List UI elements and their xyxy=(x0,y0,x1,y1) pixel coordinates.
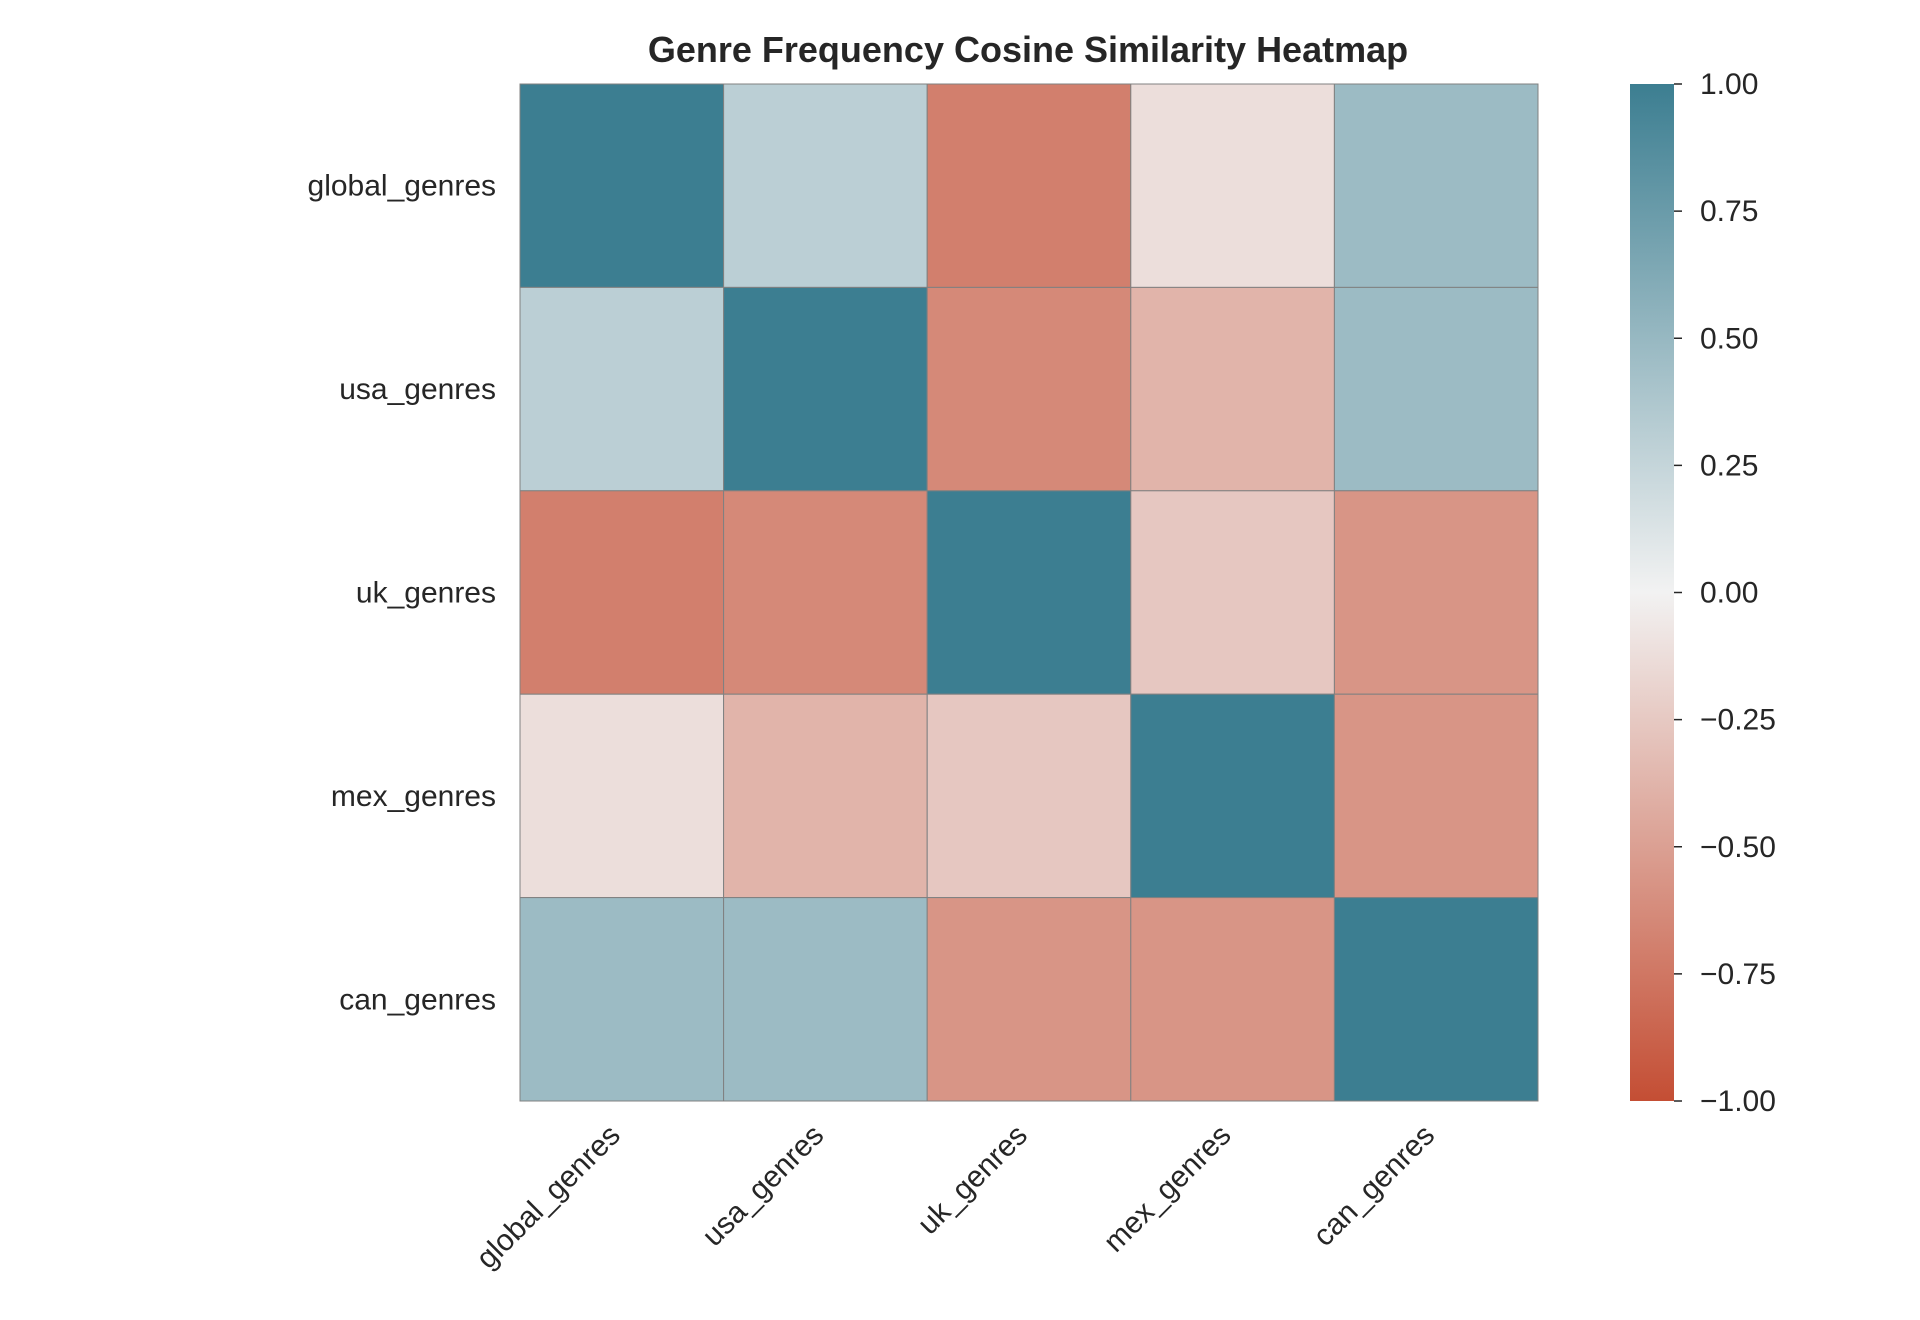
colorbar-tick-label: 0.75 xyxy=(1700,195,1758,228)
colorbar-ticks: 1.00 0.75 0.50 0.25 0.00 −0.25 −0.50 −0.75 −1.00 xyxy=(1674,68,1776,1118)
chart-title: Genre Frequency Cosine Similarity Heatma… xyxy=(648,29,1408,70)
colorbar-tick-label: 0.25 xyxy=(1700,449,1758,482)
heatmap-cell-global_genres-usa_genres xyxy=(723,83,928,288)
heatmap-cell-mex_genres-can_genres xyxy=(1333,693,1539,899)
colorbar-tick-label: 1.00 xyxy=(1700,68,1758,101)
heatmap-cell-can_genres-usa_genres xyxy=(723,897,928,1102)
heatmap-cell-can_genres-global_genres xyxy=(519,897,725,1102)
heatmap-cell-global_genres-global_genres xyxy=(519,83,725,288)
heatmap-cell-global_genres-can_genres xyxy=(1333,83,1539,288)
heatmap-cell-can_genres-uk_genres xyxy=(926,897,1132,1102)
heatmap-cell-usa_genres-can_genres xyxy=(1333,286,1539,492)
colorbar: 1.00 0.75 0.50 0.25 0.00 −0.25 −0.50 −0.75 −1.00 xyxy=(1630,68,1776,1118)
column-label-usa_genres: usa_genres xyxy=(696,1119,830,1253)
heatmap-cell-usa_genres-global_genres xyxy=(519,286,725,492)
heatmap-cell-uk_genres-global_genres xyxy=(519,490,725,695)
row-label-uk_genres: uk_genres xyxy=(356,577,496,610)
heatmap-cell-can_genres-mex_genres xyxy=(1130,897,1335,1102)
heatmap-cell-usa_genres-usa_genres xyxy=(723,286,928,492)
colorbar-tick-label: −0.25 xyxy=(1700,704,1776,737)
heatmap-cell-mex_genres-uk_genres xyxy=(926,693,1132,899)
colorbar-tick-label: 0.50 xyxy=(1700,322,1758,355)
row-label-usa_genres: usa_genres xyxy=(339,373,496,406)
heatmap-cell-can_genres-can_genres xyxy=(1333,897,1539,1102)
colorbar-gradient xyxy=(1630,84,1674,1101)
column-label-can_genres: can_genres xyxy=(1307,1119,1441,1253)
heatmap-cell-uk_genres-can_genres xyxy=(1333,490,1539,695)
heatmap-cell-mex_genres-global_genres xyxy=(519,693,725,899)
colorbar-tick-label: −0.50 xyxy=(1700,831,1776,864)
heatmap-cell-global_genres-mex_genres xyxy=(1130,83,1335,288)
heatmap-cell-mex_genres-usa_genres xyxy=(723,693,928,899)
column-label-uk_genres: uk_genres xyxy=(912,1119,1034,1241)
heatmap-cell-uk_genres-usa_genres xyxy=(723,490,928,695)
colorbar-tick-label: −1.00 xyxy=(1700,1085,1776,1118)
column-label-mex_genres: mex_genres xyxy=(1097,1119,1237,1259)
heatmap-cell-usa_genres-uk_genres xyxy=(926,286,1132,492)
row-label-can_genres: can_genres xyxy=(339,983,496,1016)
heatmap-cell-uk_genres-uk_genres xyxy=(926,490,1132,695)
row-labels: global_genres usa_genres uk_genres mex_genr… xyxy=(308,170,496,1017)
column-label-global_genres: global_genres xyxy=(470,1119,627,1276)
heatmap-cell-usa_genres-mex_genres xyxy=(1130,286,1335,492)
heatmap-cell-global_genres-uk_genres xyxy=(926,83,1132,288)
heatmap-cell-uk_genres-mex_genres xyxy=(1130,490,1335,695)
heatmap-cell-mex_genres-mex_genres xyxy=(1130,693,1335,899)
heatmap-cells xyxy=(519,83,1539,1102)
row-label-mex_genres: mex_genres xyxy=(331,780,496,813)
colorbar-tick-label: 0.00 xyxy=(1700,577,1758,610)
row-label-global_genres: global_genres xyxy=(308,170,496,203)
column-labels: global_genres usa_genres uk_genres mex_genr… xyxy=(470,1119,1441,1276)
colorbar-tick-label: −0.75 xyxy=(1700,958,1776,991)
